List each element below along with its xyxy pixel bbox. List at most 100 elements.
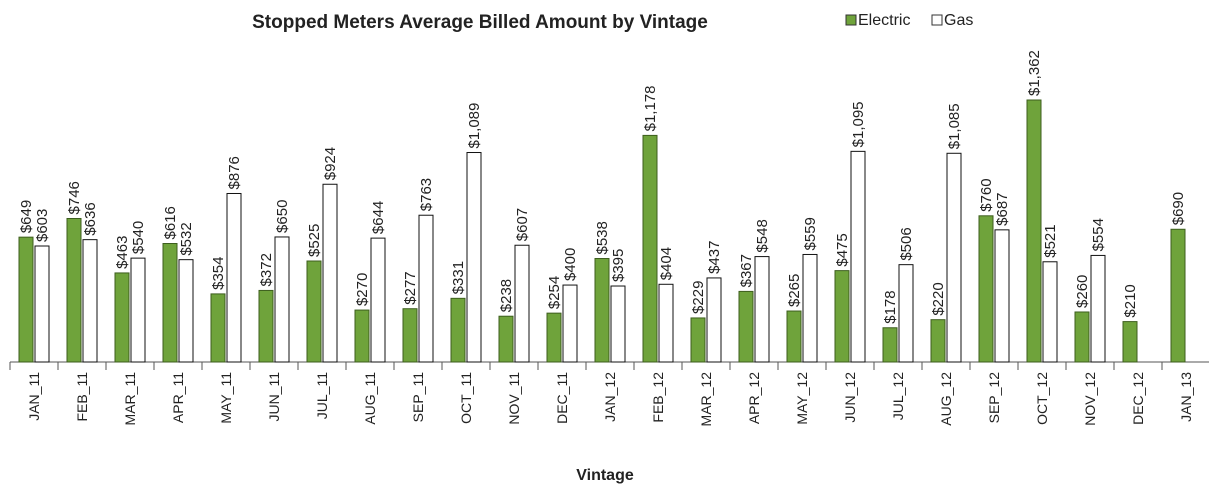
x-tick-label: SEP_11 bbox=[410, 372, 426, 423]
bar bbox=[1074, 311, 1090, 363]
value-label: $650 bbox=[274, 200, 291, 233]
value-label: $924 bbox=[322, 147, 339, 180]
legend-swatch bbox=[931, 14, 943, 26]
bar bbox=[18, 236, 34, 363]
value-label: $372 bbox=[258, 253, 275, 286]
x-tick-label: AUG_12 bbox=[938, 372, 954, 426]
bar bbox=[210, 293, 226, 363]
x-axis-label: Vintage bbox=[576, 467, 634, 484]
x-tick-label: MAR_11 bbox=[122, 372, 138, 426]
bar bbox=[1042, 261, 1058, 363]
bar bbox=[82, 239, 98, 363]
x-tick-label: OCT_11 bbox=[458, 372, 474, 424]
bar bbox=[418, 214, 434, 363]
bar bbox=[226, 192, 242, 363]
value-label: $178 bbox=[882, 290, 899, 323]
value-label: $400 bbox=[562, 248, 579, 281]
bar bbox=[706, 277, 722, 363]
value-label: $538 bbox=[594, 221, 611, 254]
bar bbox=[834, 270, 850, 363]
bar bbox=[466, 152, 482, 363]
x-tick-label: JUL_12 bbox=[890, 372, 906, 420]
bar bbox=[738, 290, 754, 363]
bar bbox=[162, 243, 178, 363]
bar bbox=[850, 150, 866, 363]
value-label: $270 bbox=[354, 273, 371, 306]
x-tick-label: JAN_12 bbox=[602, 372, 618, 422]
bar bbox=[754, 256, 770, 363]
x-tick-label: FEB_12 bbox=[650, 372, 666, 423]
value-label: $1,089 bbox=[466, 103, 483, 149]
value-label: $331 bbox=[450, 261, 467, 294]
x-tick-label: JAN_13 bbox=[1178, 372, 1194, 422]
bar bbox=[610, 285, 626, 363]
value-label: $254 bbox=[546, 276, 563, 309]
value-label: $354 bbox=[210, 257, 227, 290]
bar bbox=[1090, 254, 1106, 363]
bar bbox=[1170, 228, 1186, 363]
value-label: $644 bbox=[370, 201, 387, 234]
value-label: $463 bbox=[114, 236, 131, 269]
value-label: $636 bbox=[82, 202, 99, 235]
value-label: $532 bbox=[178, 222, 195, 255]
value-label: $260 bbox=[1074, 275, 1091, 308]
bar bbox=[306, 260, 322, 363]
bar bbox=[114, 272, 130, 363]
bar bbox=[258, 289, 274, 363]
x-tick-label: SEP_12 bbox=[986, 372, 1002, 424]
bar bbox=[354, 309, 370, 363]
value-label: $1,085 bbox=[946, 103, 963, 149]
value-label: $404 bbox=[658, 247, 675, 280]
value-label: $763 bbox=[418, 178, 435, 211]
value-label: $649 bbox=[18, 200, 35, 233]
value-label: $525 bbox=[306, 224, 323, 257]
x-tick-label: APR_11 bbox=[170, 372, 186, 423]
value-label: $548 bbox=[754, 219, 771, 252]
value-label: $229 bbox=[690, 281, 707, 314]
bar bbox=[786, 310, 802, 363]
x-tick-label: FEB_11 bbox=[74, 372, 90, 422]
x-tick-label: JUL_11 bbox=[314, 372, 330, 419]
value-label: $690 bbox=[1170, 192, 1187, 225]
x-tick-label: MAY_11 bbox=[218, 372, 234, 424]
chart-title: Stopped Meters Average Billed Amount by … bbox=[252, 12, 708, 33]
value-label: $238 bbox=[498, 279, 515, 312]
x-tick-label: DEC_11 bbox=[554, 372, 570, 424]
bar bbox=[514, 244, 530, 363]
value-label: $395 bbox=[610, 249, 627, 282]
legend-label: Gas bbox=[944, 12, 973, 29]
x-tick-label: MAY_12 bbox=[794, 372, 810, 425]
bar bbox=[690, 317, 706, 363]
bar bbox=[930, 319, 946, 363]
legend-label: Electric bbox=[858, 12, 910, 29]
legend-swatch bbox=[845, 14, 857, 26]
value-label: $210 bbox=[1122, 284, 1139, 317]
value-label: $603 bbox=[34, 209, 51, 242]
bar bbox=[594, 258, 610, 363]
bar bbox=[946, 152, 962, 363]
bar bbox=[546, 312, 562, 363]
bar bbox=[1026, 99, 1042, 363]
value-label: $1,095 bbox=[850, 101, 867, 147]
x-tick-label: JUN_11 bbox=[266, 372, 282, 422]
x-tick-label: NOV_12 bbox=[1082, 372, 1098, 426]
value-label: $540 bbox=[130, 221, 147, 254]
x-tick-label: OCT_12 bbox=[1034, 372, 1050, 425]
x-tick-label: AUG_11 bbox=[362, 372, 378, 425]
value-label: $521 bbox=[1042, 224, 1059, 257]
value-label: $277 bbox=[402, 271, 419, 304]
value-label: $554 bbox=[1090, 218, 1107, 251]
x-tick-label: NOV_11 bbox=[506, 372, 522, 425]
value-label: $265 bbox=[786, 274, 803, 307]
value-label: $687 bbox=[994, 192, 1011, 225]
bar bbox=[178, 259, 194, 363]
value-label: $760 bbox=[978, 178, 995, 211]
value-label: $607 bbox=[514, 208, 531, 241]
x-tick-label: MAR_12 bbox=[698, 372, 714, 427]
value-label: $367 bbox=[738, 254, 755, 287]
bar bbox=[34, 245, 50, 363]
bar bbox=[498, 315, 514, 363]
bar bbox=[402, 308, 418, 363]
x-tick-label: DEC_12 bbox=[1130, 372, 1146, 425]
